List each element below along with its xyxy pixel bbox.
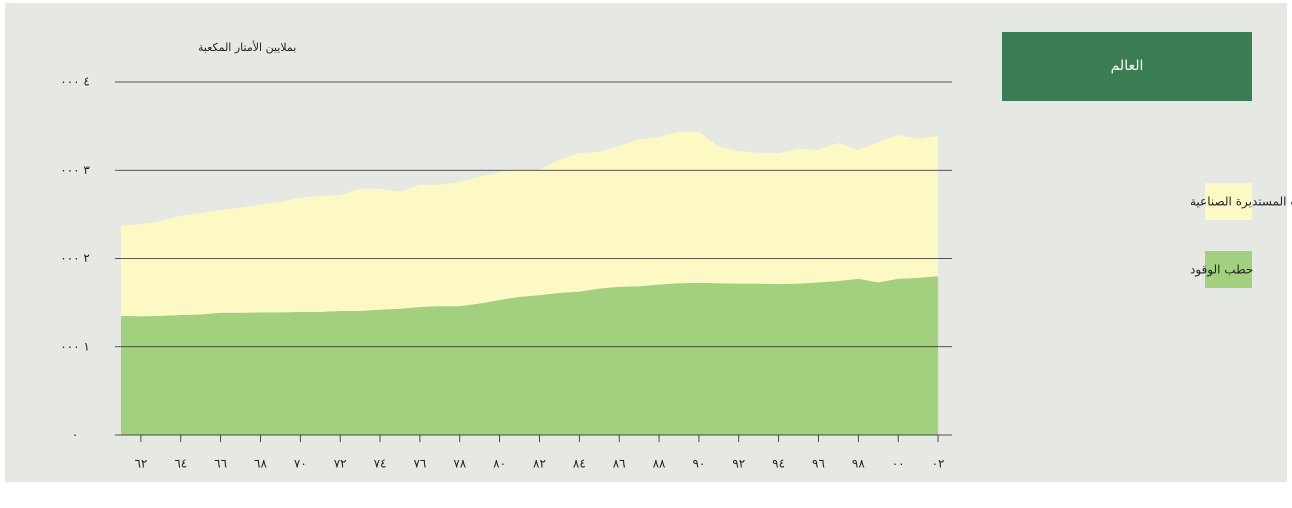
x-tick-label: ٧٠ xyxy=(294,457,307,471)
y-tick-label: ٠ xyxy=(72,428,78,442)
y-axis-label: بملايين الأمتار المكعبة xyxy=(198,40,296,54)
chart-title: العالم xyxy=(1111,58,1144,74)
x-tick-label: ٩٢ xyxy=(732,457,745,471)
y-tick-label: ٣ ٠٠٠ xyxy=(60,163,90,177)
x-tick-label: ٧٤ xyxy=(374,457,387,471)
y-tick-label: ٢ ٠٠٠ xyxy=(60,251,90,265)
x-tick-label: ٩٨ xyxy=(852,457,865,471)
x-tick-label: ٩٤ xyxy=(772,457,785,471)
x-tick-label: ٨٢ xyxy=(533,457,546,471)
x-tick-label: ٩٠ xyxy=(692,457,705,471)
legend-swatch xyxy=(1205,251,1252,288)
x-tick-label: ٦٦ xyxy=(214,457,227,471)
y-tick-label: ١ ٠٠٠ xyxy=(60,339,90,353)
x-tick-label: ٨٤ xyxy=(573,457,586,471)
x-tick-label: ٨٨ xyxy=(653,457,666,471)
x-tick-label: ٦٨ xyxy=(254,457,267,471)
area xyxy=(120,276,939,435)
x-tick-label: ٦٢ xyxy=(134,457,147,471)
x-tick-label: ٨٠ xyxy=(493,457,506,471)
legend-label: حطب الوقود xyxy=(1190,263,1253,278)
x-tick-label: ٦٤ xyxy=(174,457,187,471)
x-tick-label: ٠٢ xyxy=(932,457,945,471)
area xyxy=(120,131,939,317)
x-tick-label: ٩٦ xyxy=(812,457,825,471)
x-tick-label: ٧٨ xyxy=(453,457,466,471)
x-tick-label: ٧٢ xyxy=(334,457,347,471)
legend-swatch xyxy=(1205,183,1252,220)
x-tick-label: ٨٦ xyxy=(613,457,626,471)
y-tick-label: ٤ ٠٠٠ xyxy=(60,75,90,89)
x-tick-label: ٧٦ xyxy=(413,457,426,471)
legend-label: الأخشاب المستديرة الصناعية xyxy=(1190,194,1292,210)
x-tick-label: ٠٠ xyxy=(892,457,905,471)
title-box xyxy=(1002,32,1252,101)
